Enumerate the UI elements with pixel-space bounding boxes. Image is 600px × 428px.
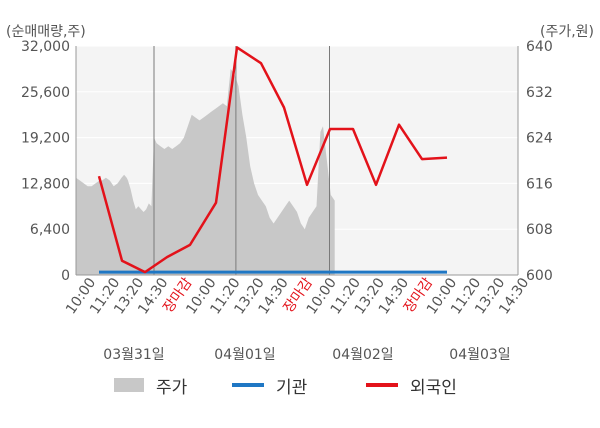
legend-label-foreign: 외국인 [410, 377, 457, 398]
legend: 주가 기관 외국인 [0, 370, 600, 400]
date-label: 04월01일 [214, 347, 275, 363]
legend-label-price: 주가 [156, 377, 188, 398]
left-axis-unit: (순매매량,주) [6, 24, 86, 40]
left-tick-label: 25,600 [21, 85, 70, 101]
x-axis-ticks: 10:0011:2013:2014:30장마감10:0011:2013:2014… [63, 275, 532, 317]
left-tick-label: 6,400 [30, 222, 70, 238]
right-tick-label: 632 [526, 85, 553, 101]
legend-swatch-foreign [366, 383, 398, 387]
left-axis-ticks: 32,000 25,600 19,200 12,800 6,400 0 [21, 39, 70, 284]
legend-item-price: 주가 [114, 370, 187, 400]
right-axis-unit: (주가,원) [540, 24, 594, 40]
legend-item-foreign: 외국인 [366, 370, 457, 400]
right-axis-ticks: 640 632 624 616 608 600 [526, 39, 553, 284]
date-labels: 03월31일 04월01일 04월02일 04월03일 [103, 347, 510, 363]
date-label: 04월03일 [449, 347, 510, 363]
left-tick-label: 0 [61, 268, 70, 284]
series-price-area [76, 68, 335, 276]
right-tick-label: 616 [526, 176, 553, 192]
legend-label-institution: 기관 [276, 377, 308, 398]
right-tick-label: 600 [526, 268, 553, 284]
legend-item-institution: 기관 [232, 370, 307, 400]
right-tick-label: 608 [526, 222, 553, 238]
left-tick-label: 32,000 [21, 39, 70, 55]
right-tick-label: 624 [526, 131, 553, 147]
left-tick-label: 19,200 [21, 131, 70, 147]
left-tick-label: 12,800 [21, 176, 70, 192]
series-foreign-line [97, 46, 448, 274]
plot-area [75, 45, 519, 276]
right-tick-label: 640 [526, 39, 553, 55]
date-label: 04월02일 [332, 347, 393, 363]
date-label: 03월31일 [103, 347, 164, 363]
legend-swatch-price [114, 378, 144, 392]
legend-swatch-institution [232, 383, 264, 387]
